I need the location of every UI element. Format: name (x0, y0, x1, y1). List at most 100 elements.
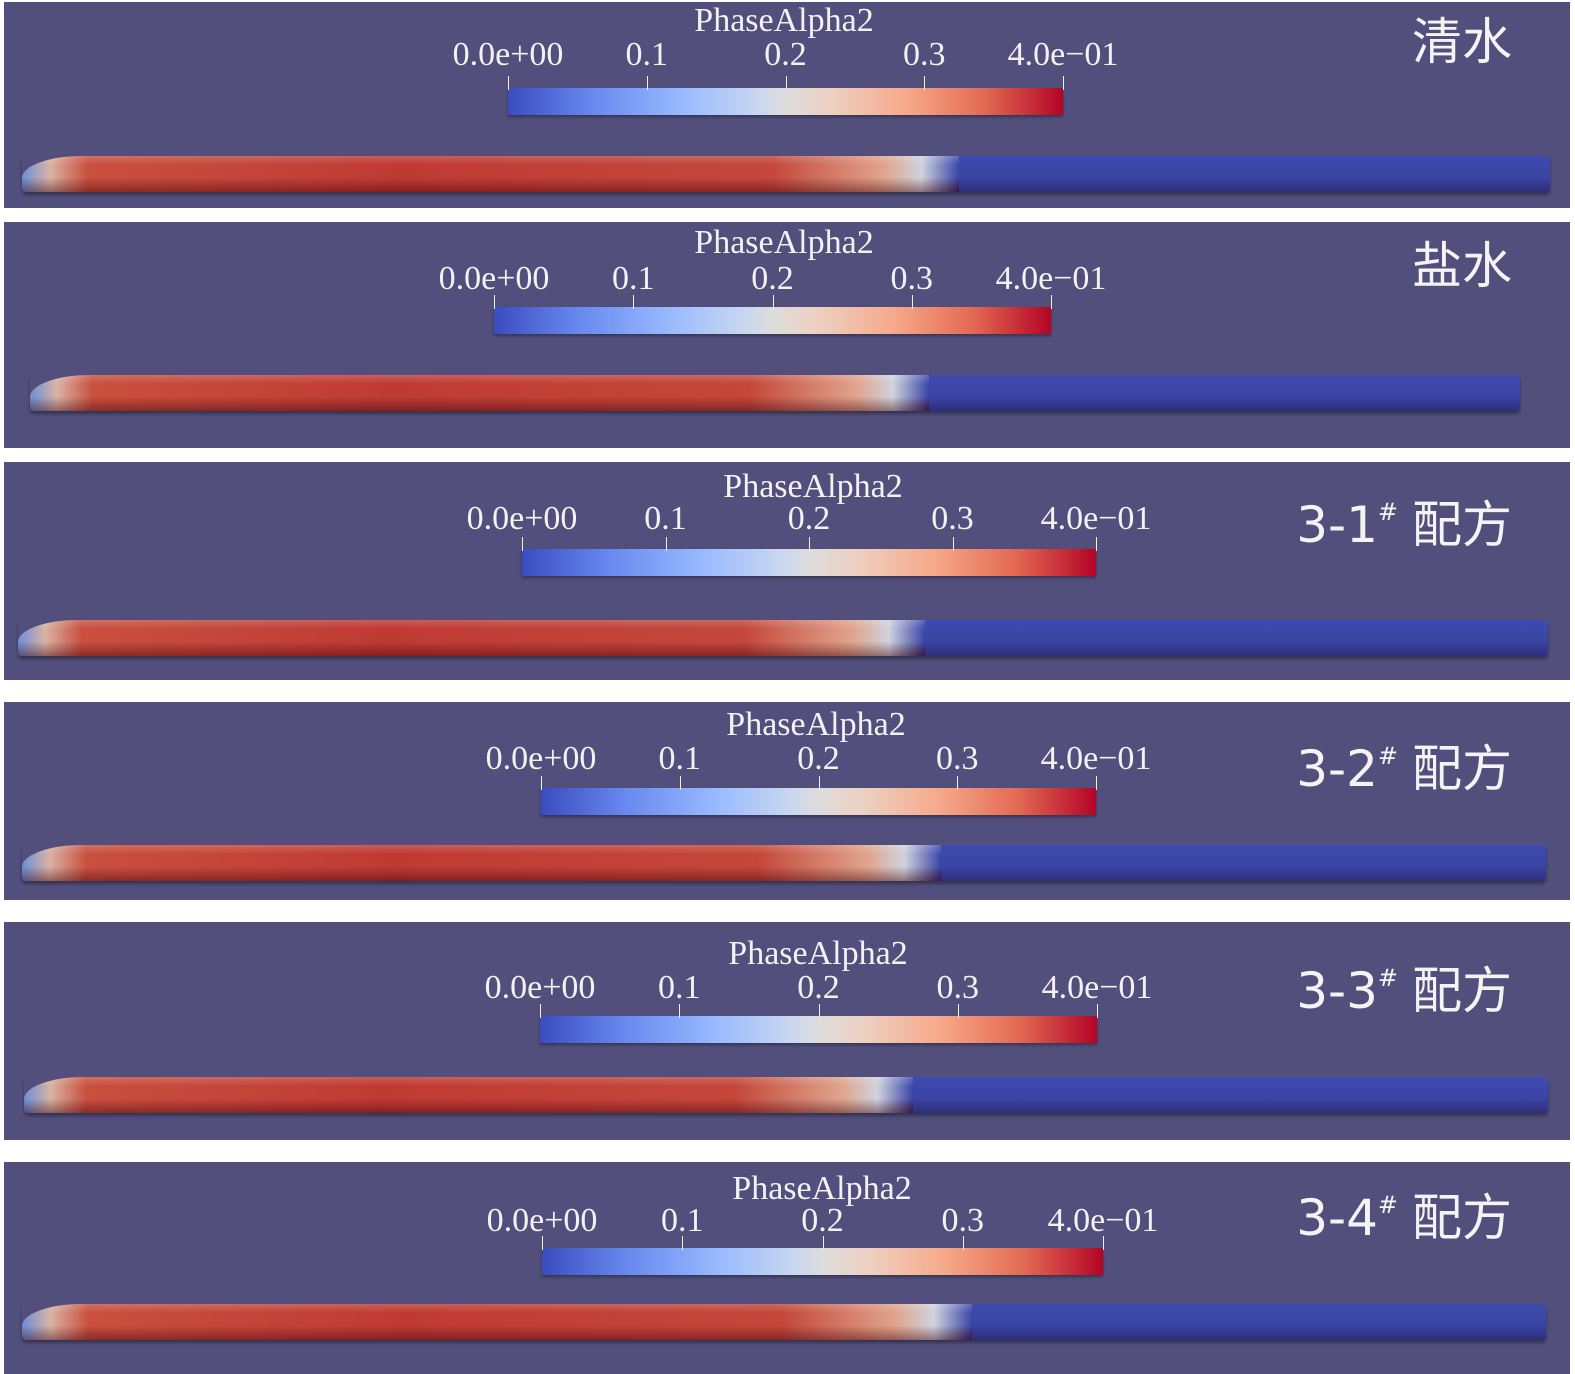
colorbar-tick (682, 1236, 684, 1250)
colorbar-tick-label: 4.0e−01 (1041, 969, 1153, 1006)
colorbar-tick (785, 76, 787, 90)
colorbar-tick (1096, 776, 1097, 790)
case-suffix: 配方 (1412, 740, 1512, 798)
colorbar-tick (911, 295, 913, 309)
pipe-water-region (872, 1077, 1548, 1113)
colorbar-tick (1097, 1004, 1098, 1018)
colorbar-tick (522, 537, 523, 551)
colorbar-tick-label: 0.0e+00 (486, 1202, 598, 1239)
colorbar-tick (633, 295, 635, 309)
pipe-fluid-region (22, 156, 959, 192)
colorbar-tick (1096, 537, 1097, 551)
colorbar-tick (822, 1236, 824, 1250)
pipe-section (22, 156, 1550, 192)
colorbar-tick (924, 76, 926, 90)
pipe-section (30, 375, 1520, 411)
colorbar-tick (957, 1004, 959, 1018)
colorbar-tick (540, 1004, 541, 1018)
case-superscript: # (1377, 498, 1398, 526)
case-superscript: # (1377, 1191, 1398, 1219)
colorbar-gradient (541, 788, 1096, 815)
case-suffix: 配方 (1412, 962, 1512, 1020)
colorbar-title: PhaseAlpha2 (694, 2, 874, 39)
colorbar-tick-label: 0.1 (625, 36, 669, 73)
case-name: 清水 (1412, 13, 1512, 71)
simulation-panel: PhaseAlpha2 0.0e+00 0.1 0.2 0.3 4.0e−01 3-4# 配方 (4, 1162, 1570, 1374)
colorbar-tick (542, 1236, 543, 1250)
case-name: 3-4 (1296, 1189, 1378, 1247)
colorbar-gradient (542, 1248, 1103, 1275)
colorbar-tick-label: 0.2 (787, 500, 831, 537)
case-label: 清水 (1412, 14, 1512, 70)
colorbar-tick (952, 537, 954, 551)
colorbar-tick (1051, 295, 1052, 309)
pipe-fluid-region (22, 1304, 972, 1340)
colorbar-tick-label: 0.3 (903, 36, 946, 73)
case-name: 3-3 (1296, 962, 1378, 1020)
simulation-panel: PhaseAlpha2 0.0e+00 0.1 0.2 0.3 4.0e−01 盐水 (4, 222, 1570, 448)
case-suffix: 配方 (1412, 1189, 1512, 1247)
colorbar-tick-label: 4.0e−01 (1040, 500, 1152, 537)
colorbar-tick-label: 0.1 (658, 969, 701, 1006)
colorbar-title: PhaseAlpha2 (723, 468, 903, 505)
case-label: 3-2# 配方 (1296, 728, 1512, 797)
colorbar-tick-label: 0.2 (801, 1202, 844, 1239)
colorbar-title: PhaseAlpha2 (694, 224, 874, 261)
simulation-panel: PhaseAlpha2 0.0e+00 0.1 0.2 0.3 4.0e−01 3-1# 配方 (4, 462, 1570, 680)
colorbar-tick (809, 537, 810, 551)
colorbar-tick (1063, 76, 1064, 90)
pipe-section (22, 845, 1546, 881)
colorbar-tick-label: 0.3 (890, 260, 934, 297)
pipe-fluid-region (18, 620, 926, 656)
colorbar-gradient (508, 88, 1063, 115)
colorbar-tick-label: 0.3 (936, 969, 980, 1006)
colorbar-gradient (522, 549, 1096, 576)
colorbar-tick (541, 776, 542, 790)
colorbar-tick-label: 0.1 (661, 1202, 704, 1239)
colorbar-tick (508, 76, 509, 90)
colorbar-title: PhaseAlpha2 (728, 935, 908, 972)
colorbar-tick (818, 1004, 820, 1018)
pipe-fluid-region (30, 375, 930, 411)
colorbar-tick-label: 0.3 (941, 1202, 985, 1239)
colorbar-tick (494, 295, 495, 309)
colorbar-tick (957, 776, 959, 790)
simulation-panel: PhaseAlpha2 0.0e+00 0.1 0.2 0.3 4.0e−01 3-3# 配方 (4, 922, 1570, 1140)
colorbar-tick (818, 776, 820, 790)
colorbar-tick (1103, 1236, 1104, 1250)
colorbar-tick-label: 0.1 (644, 500, 687, 537)
colorbar-tick-label: 4.0e−01 (1007, 36, 1119, 73)
colorbar-tick (646, 76, 648, 90)
colorbar-title: PhaseAlpha2 (732, 1170, 912, 1207)
colorbar-gradient (540, 1016, 1097, 1043)
colorbar-tick-label: 0.1 (658, 740, 702, 777)
colorbar-tick-label: 0.0e+00 (466, 500, 578, 537)
colorbar-tick-label: 0.0e+00 (485, 740, 597, 777)
pipe-water-region (889, 375, 1520, 411)
colorbar-tick (679, 1004, 681, 1018)
colorbar-title: PhaseAlpha2 (726, 706, 906, 743)
pipe-section (18, 620, 1548, 656)
case-name: 盐水 (1412, 237, 1512, 295)
colorbar-tick-label: 0.1 (612, 260, 655, 297)
case-label: 3-1# 配方 (1296, 484, 1512, 553)
case-label: 盐水 (1412, 238, 1512, 294)
pipe-fluid-region (24, 1077, 913, 1113)
colorbar-tick-label: 0.0e+00 (484, 969, 596, 1006)
pipe-water-region (885, 620, 1548, 656)
pipe-section (24, 1077, 1548, 1113)
colorbar-tick-label: 0.0e+00 (438, 260, 550, 297)
case-suffix: 配方 (1412, 496, 1512, 554)
colorbar-tick-label: 4.0e−01 (1040, 740, 1152, 777)
simulation-panel: PhaseAlpha2 0.0e+00 0.1 0.2 0.3 4.0e−01 3-2# 配方 (4, 702, 1570, 900)
colorbar-tick-label: 0.3 (936, 740, 979, 777)
colorbar-tick-label: 4.0e−01 (995, 260, 1107, 297)
simulation-panel: PhaseAlpha2 0.0e+00 0.1 0.2 0.3 4.0e−01 清水 (4, 2, 1570, 208)
colorbar-tick-label: 0.3 (931, 500, 974, 537)
colorbar-gradient (494, 307, 1051, 334)
colorbar-tick-label: 0.2 (797, 740, 840, 777)
colorbar-tick-label: 4.0e−01 (1047, 1202, 1159, 1239)
case-label: 3-3# 配方 (1296, 950, 1512, 1019)
case-name: 3-2 (1296, 740, 1378, 798)
case-name: 3-1 (1296, 496, 1378, 554)
